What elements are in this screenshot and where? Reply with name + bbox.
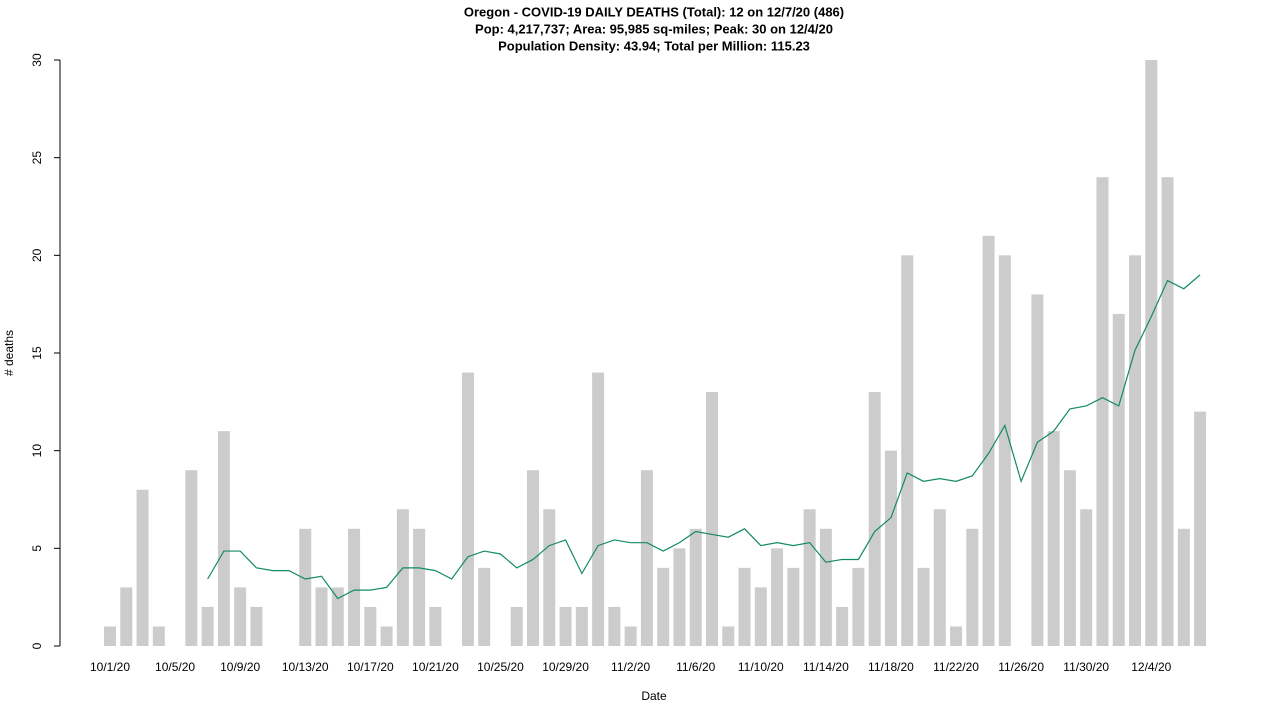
bar (852, 567, 865, 646)
moving-average-line (207, 274, 1201, 600)
x-tick-label: 10/13/20 (282, 660, 329, 674)
x-axis-label: Date (641, 689, 667, 703)
bar (461, 372, 474, 646)
bar (673, 548, 686, 646)
chart-subtitle: Pop: 4,217,737; Area: 95,985 sq-miles; P… (475, 21, 833, 36)
bar (120, 587, 133, 646)
bar (1145, 60, 1158, 646)
bar (250, 606, 263, 646)
bar (868, 392, 881, 646)
bar (299, 528, 312, 646)
bar (754, 587, 767, 646)
bar (104, 626, 116, 646)
bar (657, 567, 670, 646)
bar (608, 606, 621, 646)
bar (1096, 177, 1109, 646)
y-tick-label: 25 (30, 151, 44, 165)
bar (901, 255, 914, 647)
bar (998, 255, 1011, 647)
bar (1031, 294, 1044, 646)
bar (771, 548, 784, 646)
bar (884, 450, 897, 646)
bar (950, 626, 963, 646)
bar (1129, 255, 1142, 647)
bar (185, 470, 198, 646)
bar (640, 470, 653, 646)
x-tick-label: 10/5/20 (155, 660, 195, 674)
bar (1112, 313, 1125, 646)
y-tick-label: 20 (30, 248, 44, 262)
bar (1047, 431, 1060, 646)
bar (917, 567, 930, 646)
y-tick-label: 30 (30, 53, 44, 67)
bar (315, 587, 328, 646)
x-tick-label: 10/1/20 (90, 660, 130, 674)
bar (575, 606, 588, 646)
bar (1194, 411, 1207, 646)
bar (592, 372, 605, 646)
bar (705, 392, 718, 646)
x-tick-label: 11/26/20 (998, 660, 1044, 674)
x-tick-label: 11/6/20 (676, 660, 715, 674)
bar (331, 587, 344, 646)
bar (738, 567, 751, 646)
bar (217, 431, 230, 646)
x-tick-label: 10/21/20 (412, 660, 459, 674)
bar (803, 509, 816, 646)
bar (624, 626, 637, 646)
x-tick-label: 11/18/20 (868, 660, 914, 674)
bar (933, 509, 946, 646)
bar (966, 528, 979, 646)
bar (364, 606, 377, 646)
bar (380, 626, 393, 646)
bar (1080, 509, 1093, 646)
x-tick-label: 11/14/20 (803, 660, 849, 674)
x-tick-label: 11/30/20 (1063, 660, 1109, 674)
x-tick-label: 11/2/20 (611, 660, 650, 674)
bar (787, 567, 800, 646)
bar (413, 528, 426, 646)
y-tick-label: 0 (30, 642, 44, 649)
bar (543, 509, 556, 646)
bar (689, 528, 702, 646)
chart-subtitle: Population Density: 43.94; Total per Mil… (498, 38, 810, 53)
bar (836, 606, 849, 646)
x-tick-label: 10/29/20 (542, 660, 589, 674)
bar (1161, 177, 1174, 646)
y-axis-label: # deaths (2, 330, 16, 376)
y-tick-label: 10 (30, 444, 44, 458)
bar (234, 587, 247, 646)
bar (722, 626, 735, 646)
x-tick-label: 11/10/20 (738, 660, 784, 674)
bar (1063, 470, 1076, 646)
y-tick-label: 5 (30, 545, 44, 552)
bar (396, 509, 409, 646)
x-tick-label: 10/25/20 (477, 660, 524, 674)
bar (819, 528, 832, 646)
x-tick-label: 10/9/20 (220, 660, 260, 674)
bar (478, 567, 491, 646)
bar (152, 626, 165, 646)
chart-title: Oregon - COVID-19 DAILY DEATHS (Total): … (464, 4, 844, 19)
x-tick-label: 11/22/20 (933, 660, 979, 674)
bar (559, 606, 572, 646)
bar (510, 606, 523, 646)
bar (982, 235, 995, 647)
bar (136, 489, 149, 646)
x-tick-label: 10/17/20 (347, 660, 394, 674)
bar (429, 606, 442, 646)
bar (201, 606, 214, 646)
bar (527, 470, 540, 646)
bar (348, 528, 361, 646)
x-tick-label: 12/4/20 (1131, 660, 1171, 674)
y-tick-label: 15 (30, 346, 44, 360)
bar (1177, 528, 1190, 646)
